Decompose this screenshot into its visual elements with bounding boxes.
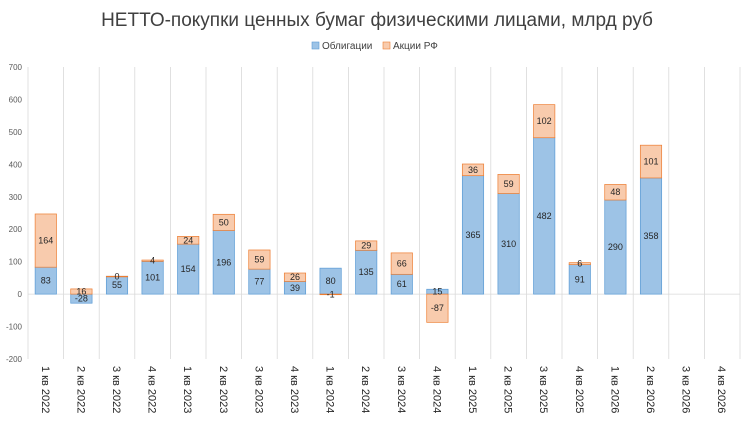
x-tick-label: 4 кв 2023 — [288, 366, 300, 413]
x-tick-label: 2 кв 2025 — [502, 366, 514, 413]
x-tick-label: 3 кв 2024 — [395, 366, 407, 413]
y-tick-label: 700 — [9, 63, 23, 72]
legend-swatch-bonds — [311, 41, 320, 50]
data-label-shares: 59 — [504, 179, 514, 189]
bar-shares — [70, 288, 93, 295]
data-label-shares: 6 — [577, 259, 582, 269]
y-tick-label: 200 — [9, 225, 23, 234]
bar-shares — [533, 104, 556, 139]
x-tick-label: 4 кв 2025 — [573, 366, 585, 413]
data-label-shares: -87 — [431, 303, 444, 313]
data-label-bonds: 290 — [608, 242, 623, 252]
data-label-bonds: 196 — [216, 257, 231, 267]
x-tick-label: 1 кв 2022 — [39, 366, 51, 413]
bar-shares — [105, 275, 129, 278]
x-tick-label: 1 кв 2026 — [608, 366, 620, 413]
data-label-shares: 66 — [397, 259, 407, 269]
bar-shares — [604, 184, 627, 201]
data-label-bonds: 154 — [181, 264, 196, 274]
y-tick-label: 300 — [9, 193, 23, 202]
y-tick-label: 0 — [18, 290, 23, 299]
chart-title: НЕТТО-покупки ценных бумаг физическими л… — [101, 10, 653, 31]
data-label-shares: 26 — [290, 272, 300, 282]
x-tick-label: 4 кв 2022 — [146, 366, 158, 413]
data-label-bonds: 101 — [145, 273, 160, 283]
bar-shares — [639, 144, 663, 179]
bar-shares — [141, 259, 164, 262]
x-tick-label: 3 кв 2022 — [110, 366, 122, 413]
data-label-shares: 50 — [219, 217, 229, 227]
bar-shares — [355, 240, 378, 251]
data-label-bonds: -28 — [75, 294, 88, 304]
x-tick-label: 2 кв 2026 — [644, 366, 656, 413]
data-label-shares: 101 — [643, 157, 658, 167]
legend-swatch-shares — [382, 41, 391, 50]
legend: Облигации Акции РФ — [311, 40, 438, 52]
y-tick-label: 600 — [9, 95, 23, 104]
bar-shares — [283, 272, 307, 282]
data-label-bonds: 55 — [112, 280, 122, 290]
data-label-bonds: 482 — [537, 211, 552, 221]
data-label-shares: 36 — [468, 165, 478, 175]
data-label-bonds: 358 — [643, 231, 658, 241]
bar-shares — [497, 174, 520, 194]
x-tick-label: 3 кв 2026 — [680, 366, 692, 413]
x-tick-label: 3 кв 2025 — [537, 366, 549, 413]
bar-shares — [177, 236, 200, 245]
data-label-shares: 102 — [537, 116, 552, 126]
y-tick-label: 400 — [9, 160, 23, 169]
y-tick-label: -200 — [6, 355, 23, 364]
x-tick-label: 2 кв 2023 — [217, 366, 229, 413]
data-label-shares: -1 — [327, 289, 335, 299]
data-label-shares: 29 — [361, 241, 371, 251]
data-label-bonds: 77 — [254, 277, 264, 287]
bar-shares — [34, 213, 57, 268]
bar-shares — [319, 293, 342, 296]
bar-shares — [426, 293, 449, 323]
y-tick-label: -100 — [6, 323, 23, 332]
bar-shares — [248, 249, 271, 270]
legend-label-bonds: Облигации — [322, 40, 372, 52]
data-label-bonds: 310 — [501, 239, 516, 249]
x-tick-label: 4 кв 2024 — [430, 366, 442, 413]
bars — [34, 104, 663, 323]
data-label-shares: 4 — [150, 256, 155, 266]
x-tick-label: 2 кв 2022 — [74, 366, 86, 413]
data-label-bonds: 91 — [575, 274, 585, 284]
y-tick-label: 500 — [9, 128, 23, 137]
x-tick-label: 1 кв 2024 — [324, 366, 336, 413]
data-label-bonds: 15 — [432, 287, 442, 297]
data-label-bonds: 365 — [465, 230, 480, 240]
data-label-bonds: 83 — [41, 276, 51, 286]
bar-shares — [568, 262, 591, 265]
data-label-bonds: 135 — [359, 267, 374, 277]
data-label-shares: 164 — [38, 236, 53, 246]
x-tick-label: 3 кв 2023 — [252, 366, 264, 413]
x-tick-label: 2 кв 2024 — [359, 366, 371, 413]
x-tick-label: 1 кв 2023 — [181, 366, 193, 413]
data-label-bonds: 80 — [326, 276, 336, 286]
y-tick-label: 100 — [9, 258, 23, 267]
x-axis: 1 кв 2022 2 кв 2022 3 кв 2022 4 кв 2022 1 кв… — [39, 366, 727, 413]
x-tick-label: 1 кв 2025 — [466, 366, 478, 413]
bar-shares — [390, 252, 413, 275]
data-label-shares: 48 — [610, 187, 620, 197]
legend-label-shares: Акции РФ — [393, 41, 438, 52]
gridlines — [27, 67, 741, 359]
data-label-shares: 0 — [114, 271, 119, 281]
y-axis: -200 -100 0 100 200 300 400 500 600 700 — [6, 63, 23, 364]
data-label-bonds: 39 — [290, 283, 300, 293]
x-tick-label: 4 кв 2026 — [715, 366, 727, 413]
data-label-shares: 24 — [183, 235, 193, 245]
data-label-bonds: 61 — [397, 279, 407, 289]
data-label-shares: 16 — [76, 287, 86, 297]
data-label-shares: 59 — [254, 255, 264, 265]
bar-shares — [461, 163, 485, 177]
bar-shares — [212, 213, 235, 231]
